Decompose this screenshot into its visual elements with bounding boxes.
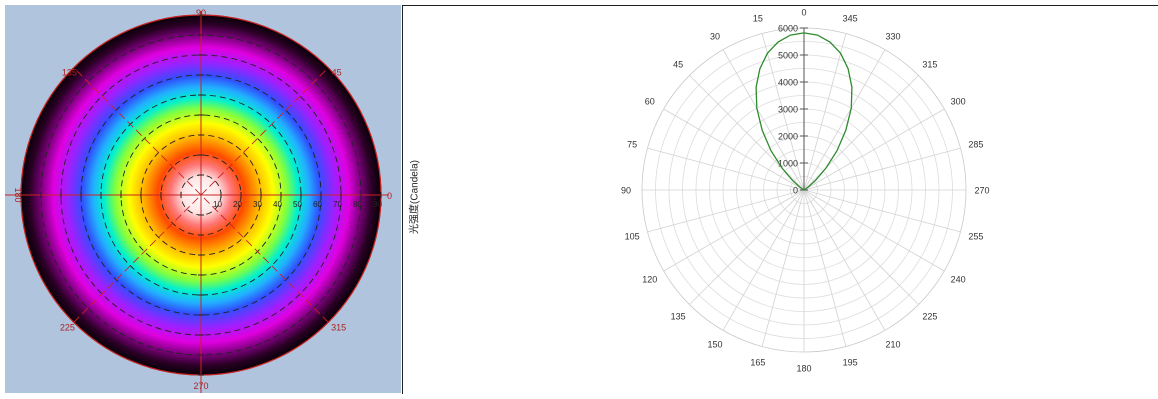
- series-layer: [755, 32, 853, 191]
- polar-spoke: [803, 49, 886, 191]
- map-diagonal-axis: [73, 67, 329, 323]
- map-radius-label: 10: [213, 200, 222, 209]
- polar-spoke: [761, 33, 805, 191]
- radial-ticks: 0 1000 2000 3000 4000 5000 6000: [778, 24, 808, 196]
- panel-divider: [402, 5, 403, 394]
- angle-label: 330: [885, 31, 900, 41]
- polar-spoke: [803, 189, 847, 347]
- angle-labels: 0 15 30 45 60 75 90 105 120 135 150 165 180 195 210 225…: [621, 8, 990, 374]
- polar-spoke: [663, 108, 805, 191]
- angle-label: 345: [843, 14, 858, 24]
- radial-tick-label: 2000: [778, 132, 798, 142]
- map-angle-label: 270: [193, 381, 208, 391]
- map-grid: [5, 11, 389, 393]
- radial-tick-label: 4000: [778, 78, 798, 88]
- polar-spoke: [803, 189, 945, 272]
- polar-spoke: [722, 189, 805, 331]
- map-radius-label: 90: [373, 200, 382, 209]
- map-angle-label: 180: [13, 187, 23, 202]
- map-radius-label: 60: [313, 200, 322, 209]
- false-color-map-svg: 0 45 90 135 180 225 270 315 10 20 30 40 50 60 70 80 90: [5, 5, 401, 393]
- polar-spoke: [761, 189, 805, 347]
- map-radius-label: 80: [353, 200, 362, 209]
- angle-label: 105: [625, 232, 640, 242]
- polar-spoke: [689, 189, 805, 305]
- polar-spoke: [803, 189, 961, 233]
- polar-spoke: [803, 108, 945, 191]
- polar-spoke: [663, 189, 805, 272]
- map-radius-label: 40: [273, 200, 282, 209]
- polar-spoke: [647, 189, 805, 233]
- map-radius-label: 50: [293, 200, 302, 209]
- polar-spoke: [803, 33, 847, 191]
- map-angle-label: 45: [332, 67, 342, 77]
- angle-label: 45: [673, 60, 683, 70]
- polar-spoke: [803, 189, 886, 331]
- radial-tick-label: 1000: [778, 159, 798, 169]
- angle-label: 150: [707, 340, 722, 350]
- map-angle-label: 315: [331, 323, 346, 333]
- angle-label: 120: [642, 275, 657, 285]
- angle-label: 0: [801, 8, 806, 18]
- radial-tick-label: 0: [793, 186, 798, 196]
- polar-spoke: [722, 49, 805, 191]
- angle-label: 270: [974, 186, 989, 196]
- angle-label: 30: [710, 31, 720, 41]
- map-radius-label: 70: [333, 200, 342, 209]
- radial-tick-label: 5000: [778, 51, 798, 61]
- polar-chart-svg: 0 1000 2000 3000 4000 5000 6000 0 15 30 45 60 75 90 1…: [621, 8, 990, 374]
- angle-label: 135: [671, 311, 686, 321]
- false-color-intensity-map: 0 45 90 135 180 225 270 315 10 20 30 40 50 60 70 80 90: [5, 5, 401, 393]
- map-angle-label: 135: [62, 67, 77, 77]
- angle-label: 240: [951, 275, 966, 285]
- polar-spoke: [803, 189, 919, 305]
- polar-spoke: [647, 147, 805, 191]
- radial-tick-label: 6000: [778, 24, 798, 34]
- map-angle-label: 225: [60, 323, 75, 333]
- y-axis-label-container: 光强度(Candela): [406, 152, 424, 242]
- radial-tick-label: 3000: [778, 105, 798, 115]
- y-axis-label: 光强度(Candela): [408, 160, 421, 234]
- polar-spoke: [803, 147, 961, 191]
- map-radius-label: 20: [233, 200, 242, 209]
- angle-label: 90: [621, 186, 631, 196]
- angle-label: 60: [645, 97, 655, 107]
- angle-label: 195: [843, 357, 858, 367]
- angle-label: 300: [951, 97, 966, 107]
- angle-label: 75: [627, 139, 637, 149]
- angle-label: 15: [753, 14, 763, 24]
- intensity-curve: [755, 32, 853, 191]
- angle-label: 165: [750, 357, 765, 367]
- angle-label: 255: [968, 232, 983, 242]
- angle-label: 225: [922, 311, 937, 321]
- map-angle-label: 90: [196, 8, 206, 18]
- map-labels: 0 45 90 135 180 225 270 315 10 20 30 40 50 60 70 80 90: [13, 8, 392, 391]
- angle-label: 315: [922, 60, 937, 70]
- angle-label: 180: [796, 364, 811, 374]
- map-radius-label: 30: [253, 200, 262, 209]
- map-angle-label: 0: [387, 191, 392, 201]
- panel-top-border: [403, 5, 1158, 6]
- polar-intensity-chart: 0 1000 2000 3000 4000 5000 6000 0 15 30 45 60 75 90 1…: [403, 6, 1158, 394]
- angle-label: 285: [968, 139, 983, 149]
- angle-label: 210: [885, 340, 900, 350]
